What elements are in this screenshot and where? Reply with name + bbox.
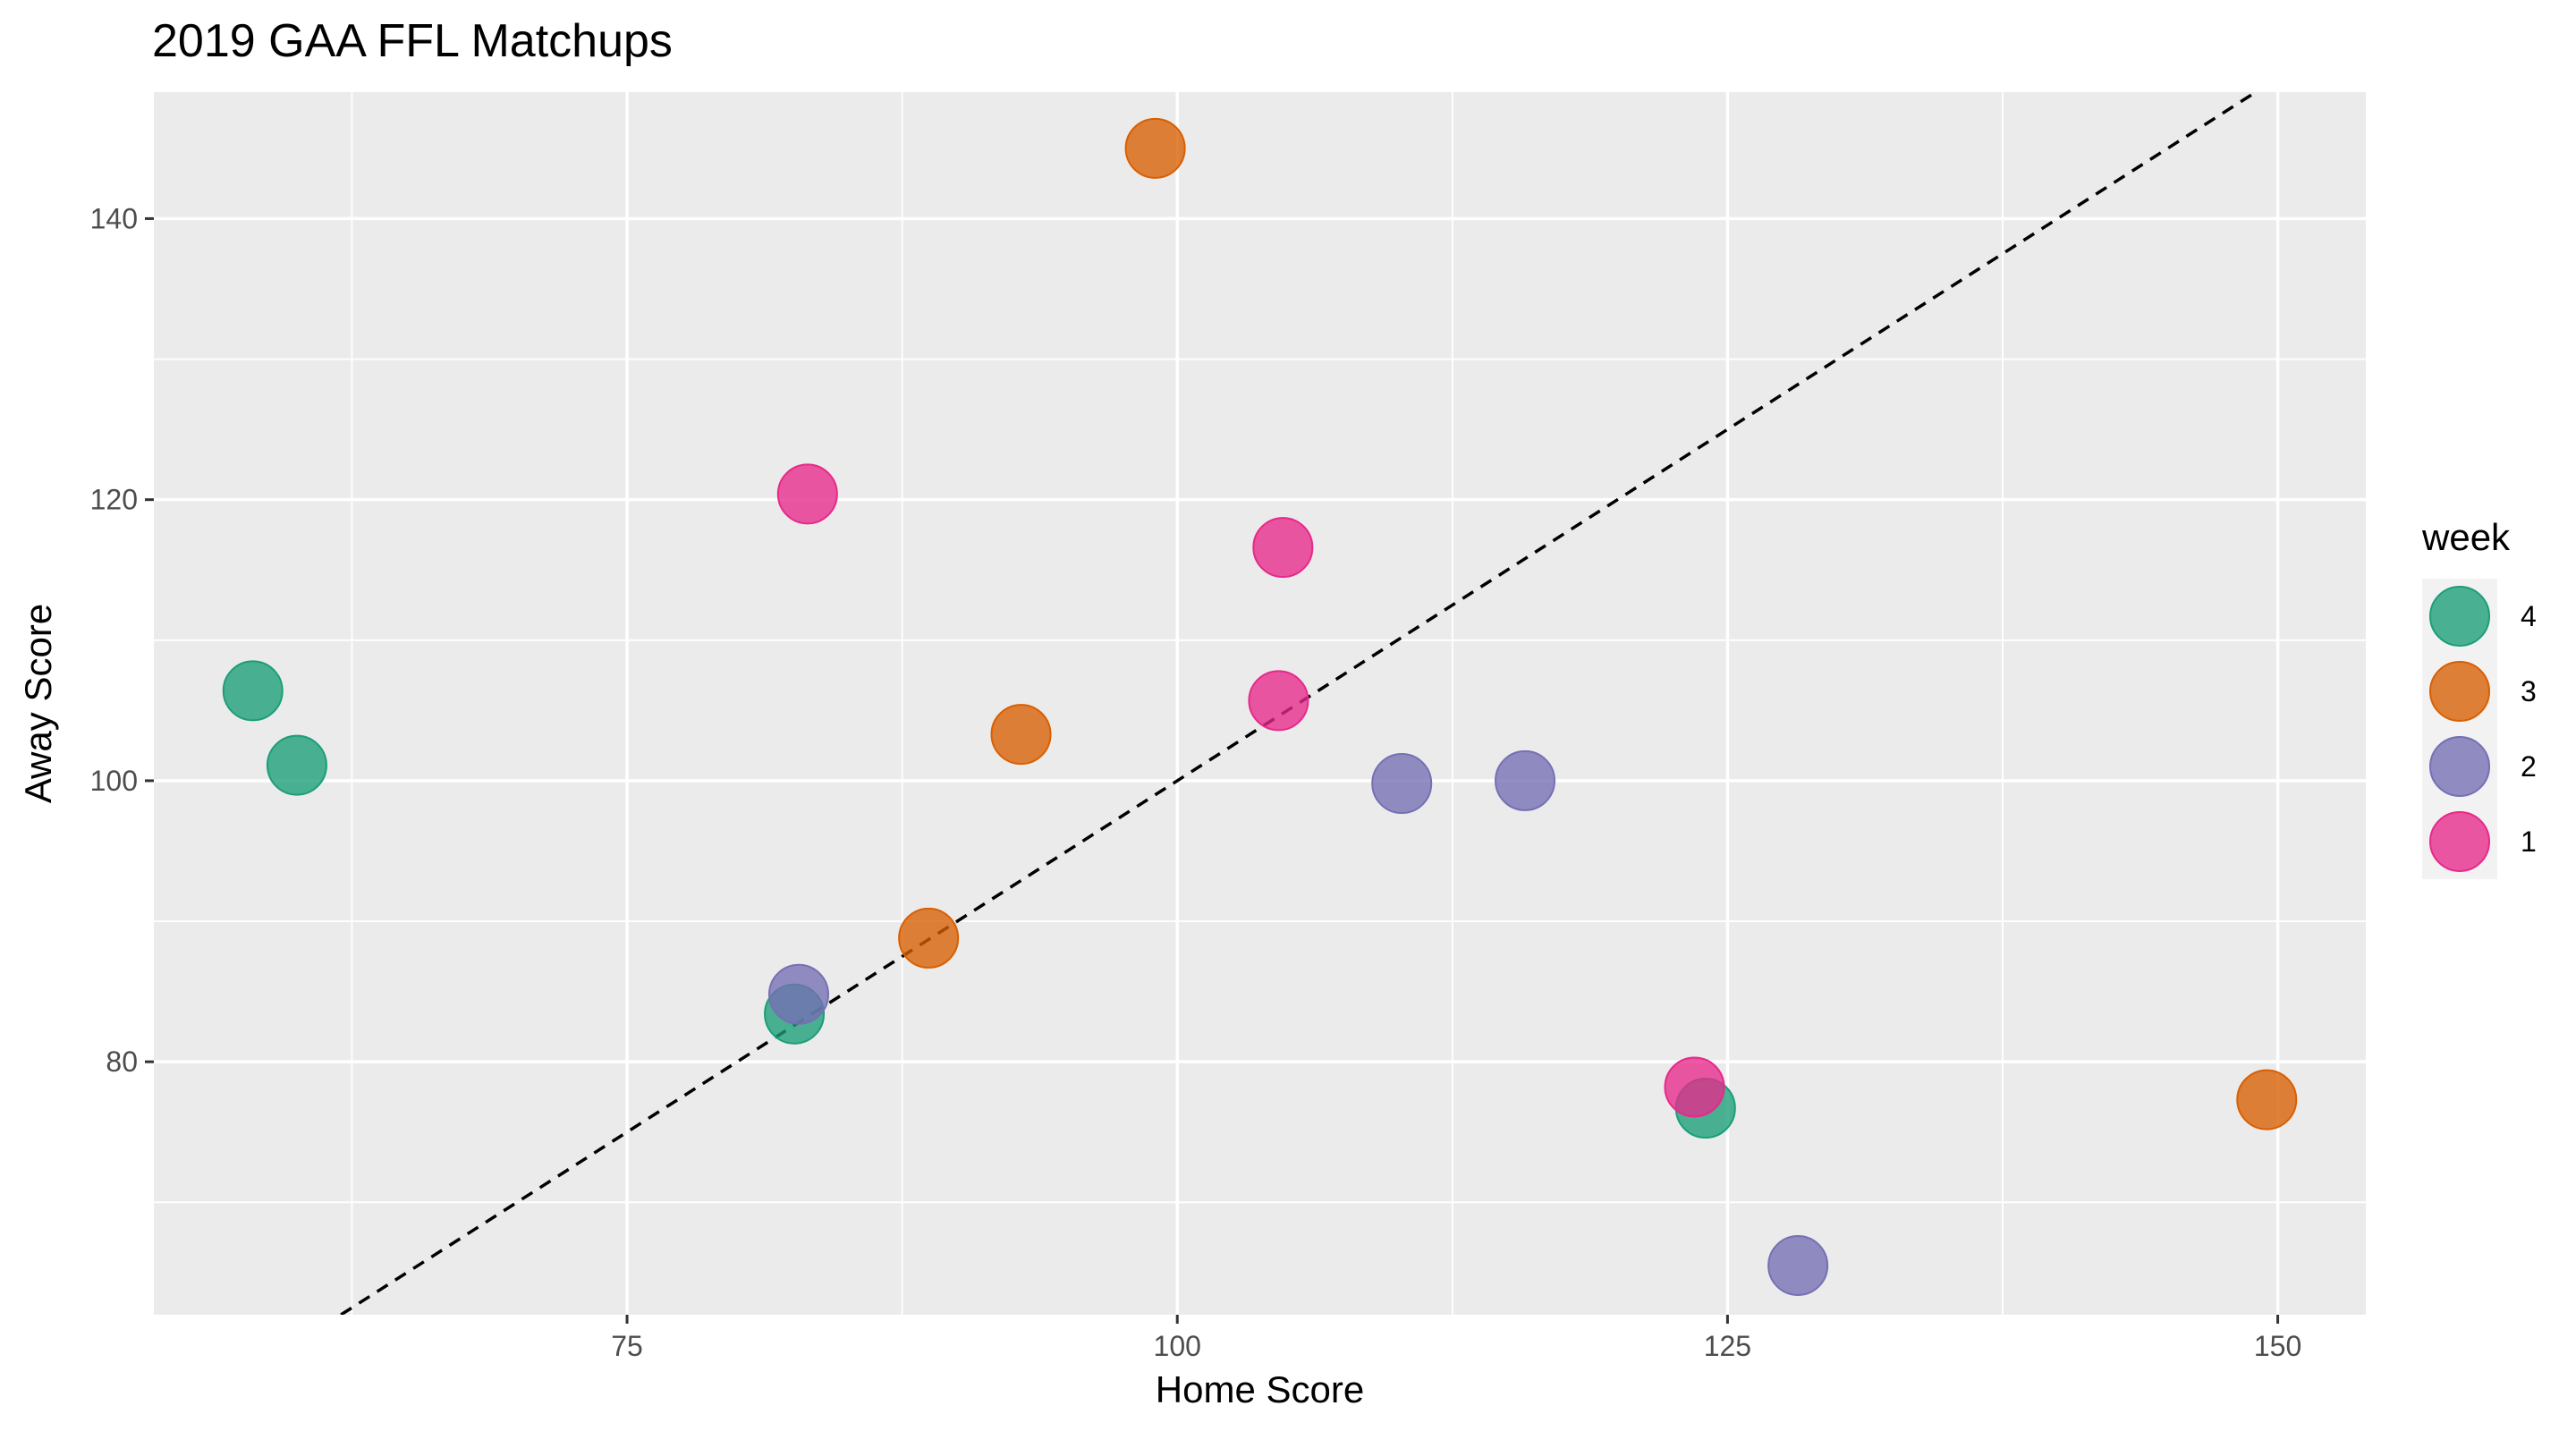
data-point-week-1 (1664, 1056, 1725, 1118)
legend-label-week-3: 3 (2521, 675, 2537, 707)
data-point-week-3 (990, 704, 1052, 766)
y-tick-label: 100 (90, 765, 138, 797)
x-axis-label: Home Score (1156, 1368, 1364, 1410)
y-tick-label: 120 (90, 484, 138, 516)
legend-title: week (2421, 516, 2511, 558)
x-tick-label: 150 (2254, 1330, 2301, 1362)
data-point-week-3 (2236, 1069, 2298, 1130)
data-point-week-1 (1248, 670, 1309, 732)
legend-label-week-1: 1 (2521, 826, 2537, 858)
data-point-week-4 (266, 734, 327, 796)
x-tick-label: 75 (611, 1330, 643, 1362)
legend-label-week-4: 4 (2521, 600, 2537, 632)
chart-title: 2019 GAA FFL Matchups (152, 15, 673, 67)
data-point-week-1 (1252, 517, 1314, 579)
legend-key-week-1 (2429, 811, 2490, 872)
legend-key-week-2 (2429, 736, 2490, 797)
data-point-week-2 (1767, 1235, 1829, 1297)
data-point-week-2 (1371, 753, 1433, 815)
legend-key-week-4 (2429, 586, 2490, 647)
legend-key-week-3 (2429, 661, 2490, 722)
data-point-week-2 (1495, 749, 1556, 811)
plot-panel (154, 92, 2366, 1315)
data-point-week-3 (898, 907, 960, 969)
y-axis-label: Away Score (17, 604, 59, 803)
data-point-week-4 (222, 660, 284, 722)
identity-reference-line (340, 92, 2257, 1315)
y-tick-label: 80 (106, 1046, 138, 1078)
legend: week 4 3 2 1 (2421, 516, 2537, 879)
data-point-week-3 (1124, 117, 1186, 179)
data-point-week-1 (776, 463, 838, 525)
y-tick-label: 140 (90, 202, 138, 234)
x-tick-label: 100 (1154, 1330, 1201, 1362)
legend-label-week-2: 2 (2521, 750, 2537, 783)
data-point-week-2 (767, 963, 829, 1025)
x-tick-label: 125 (1704, 1330, 1751, 1362)
